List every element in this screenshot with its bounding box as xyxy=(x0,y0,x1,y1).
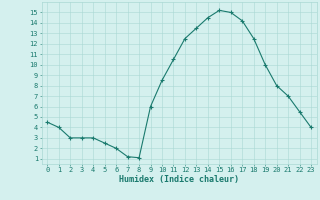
X-axis label: Humidex (Indice chaleur): Humidex (Indice chaleur) xyxy=(119,175,239,184)
